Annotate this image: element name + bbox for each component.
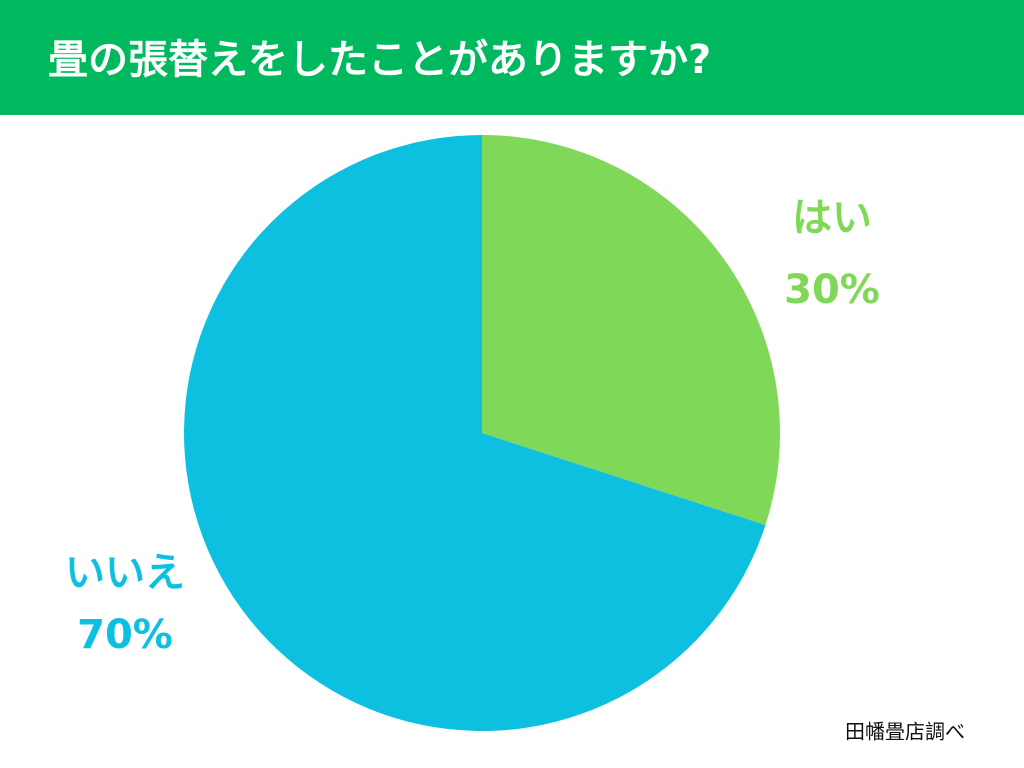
pie-slice xyxy=(482,135,780,526)
title-bar xyxy=(0,0,1024,115)
slice-label: いいえ xyxy=(65,550,185,596)
value-label: 30% xyxy=(784,267,880,313)
value-label: 70% xyxy=(77,612,173,658)
pie-slice xyxy=(184,135,766,731)
slice-label: はい xyxy=(792,195,872,241)
source-note: 田幡畳店調べ xyxy=(845,720,965,744)
chart-title: 畳の張替えをしたことがありますか? xyxy=(48,37,711,83)
